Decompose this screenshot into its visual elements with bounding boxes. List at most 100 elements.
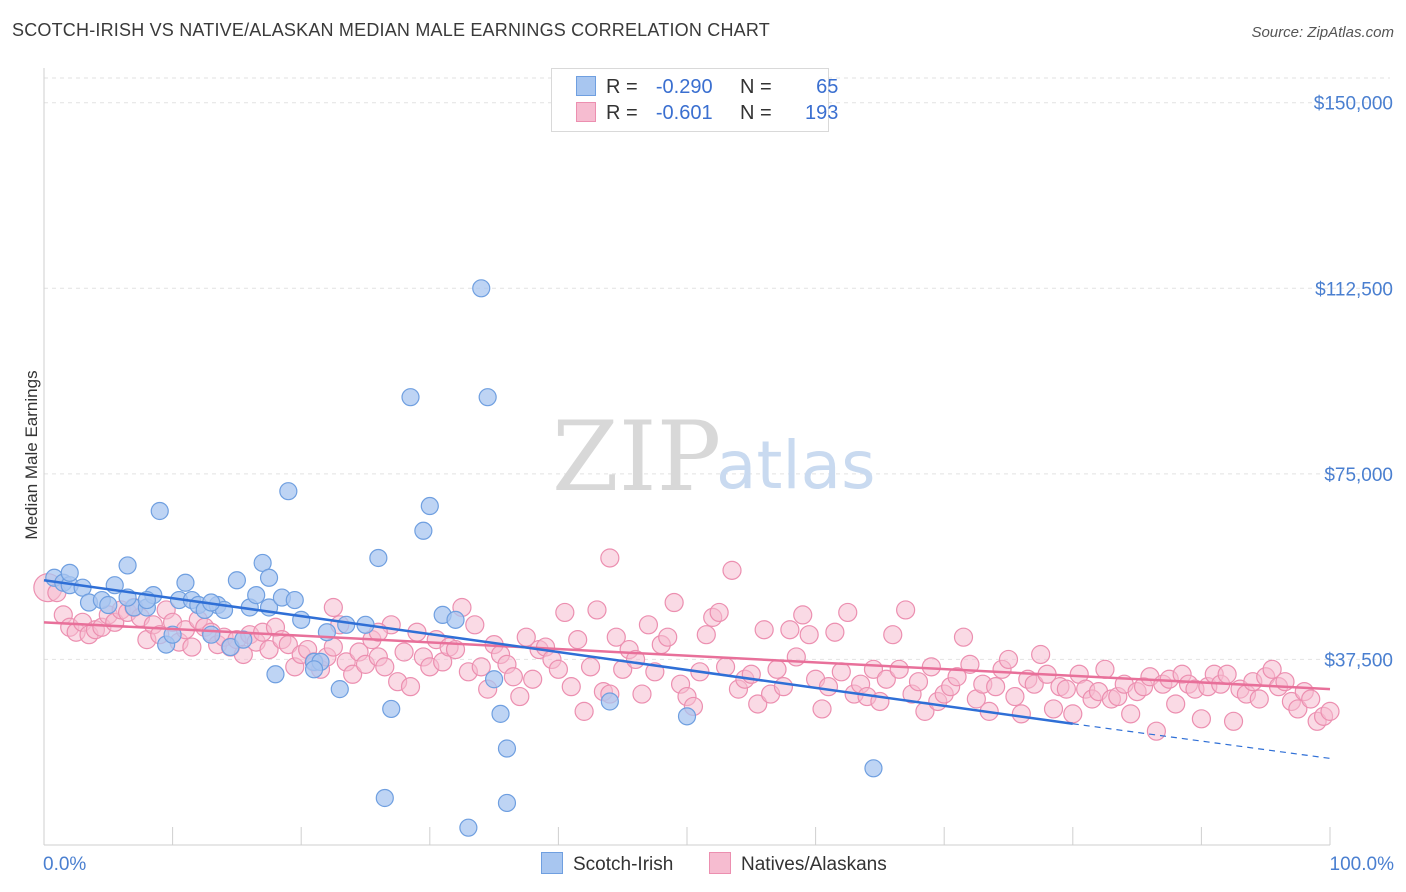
natives-alaskans-point [465,615,485,635]
natives-alaskans-point [323,597,343,618]
scotch-irish-point [266,665,285,684]
natives-alaskans-point [825,622,845,642]
scotch-irish-point [459,818,478,837]
watermark: ZIP atlas [552,401,876,513]
y-tick-labels: $37,500 $75,000 $112,500 $150,000 [1314,94,1393,672]
natives-alaskans-point [568,630,588,650]
scotch-irish-point [478,388,497,407]
legend-row-natives-alaskans: R = -0.601 N = 193 [576,102,838,126]
watermark-atlas: atlas [716,427,876,504]
scotch-irish-trend-extension [1072,723,1331,759]
scotch-irish-point [472,279,491,298]
natives-alaskans-point [793,605,813,625]
scotch-irish-point [600,692,619,711]
natives-alaskans-point [831,662,851,682]
natives-alaskans-point [375,657,395,677]
scotch-irish-point [491,704,510,723]
natives-alaskans-point [960,654,980,674]
scotch-irish-point [247,586,266,605]
natives-alaskans-point [754,620,774,640]
natives-alaskans-point [1056,679,1076,699]
legend-r-value: -0.290 [655,76,713,98]
y-tick-label: $112,500 [1315,279,1393,300]
natives-alaskans-point [503,667,523,687]
correlation-legend: R = -0.290 N = 65 R = -0.601 N = 193 [551,68,838,132]
scotch-irish-point [285,590,304,610]
natives-alaskans-point [548,659,569,679]
natives-alaskans-point [1011,704,1031,724]
natives-alaskans-point [696,625,716,645]
scotch-irish-point [401,388,420,407]
natives-alaskans-point [664,592,684,613]
y-tick-label: $37,500 [1324,650,1393,671]
x-tick-min: 0.0% [43,854,86,875]
natives-alaskans-point [786,647,806,667]
natives-alaskans-point [400,677,421,697]
series-scotch-irish [45,279,883,837]
natives-alaskans-point [259,639,279,660]
natives-alaskans-point [555,602,575,623]
natives-alaskans-point [838,602,858,623]
y-tick-label: $150,000 [1314,94,1393,115]
scotch-irish-point [234,630,253,649]
natives-alaskans-point [471,657,491,677]
scotch-irish-point [292,610,311,629]
scotch-irish-point [227,571,246,590]
scotch-irish-point [60,563,79,582]
scotch-irish-point [485,670,504,689]
natives-alaskans-point [1166,694,1186,714]
x-tick-max: 100.0% [1330,854,1395,875]
scotch-irish-point [99,595,118,615]
scotch-irish-point [330,680,349,699]
natives-alaskans-point [510,686,530,707]
natives-alaskans-point [953,627,974,647]
natives-alaskans-point [1146,721,1166,741]
grid [44,77,1390,660]
y-axis-label: Median Male Earnings [22,370,41,539]
bottom-legend-natives-alaskans: Natives/Alaskans [709,852,887,876]
natives-alaskans-point [1005,686,1025,707]
natives-alaskans-point [1217,664,1237,684]
natives-alaskans-point [1063,704,1083,724]
natives-alaskans-point [896,600,916,620]
blue-swatch-icon [541,852,563,874]
scotch-irish-point [677,707,697,726]
scotch-irish-point [864,759,883,778]
natives-alaskans-point [715,657,736,677]
natives-alaskans-point [182,637,202,657]
natives-alaskans-point [1031,644,1051,665]
pink-swatch-icon [576,102,596,122]
natives-alaskans-point [780,620,800,640]
natives-alaskans-point [394,642,414,662]
scotch-irish-point [279,482,298,501]
natives-alaskans-point [876,669,896,689]
natives-alaskans-point [1223,711,1244,731]
legend-r-value: -0.601 [655,102,713,124]
natives-alaskans-point [818,677,839,697]
scotch-irish-point [497,793,517,813]
natives-alaskans-point [523,669,543,689]
natives-alaskans-point [600,548,620,568]
source-label: Source: ZipAtlas.com [1251,24,1394,41]
watermark-zip: ZIP [552,401,721,513]
natives-alaskans-point [1320,701,1340,721]
scotch-irish-point [420,496,439,516]
scotch-irish-point [375,788,394,808]
legend-n-value: 193 [805,102,839,124]
scotch-irish-point [304,660,324,679]
scotch-irish-point [150,501,169,521]
natives-alaskans-point [1024,674,1044,694]
scotch-irish-point [497,739,517,758]
natives-alaskans-point [986,677,1006,697]
legend-series1-label: Scotch-Irish [573,854,674,875]
scotch-irish-point [369,548,388,568]
natives-alaskans-point [561,677,581,697]
natives-alaskans-point [908,672,929,692]
natives-alaskans-point [773,677,794,697]
natives-alaskans-point [1121,704,1141,724]
scotch-irish-point [337,615,356,634]
legend-r-label: R = [606,76,638,98]
natives-alaskans-point [587,600,607,620]
blue-swatch-icon [576,76,596,96]
legend-series2-label: Natives/Alaskans [741,854,887,875]
